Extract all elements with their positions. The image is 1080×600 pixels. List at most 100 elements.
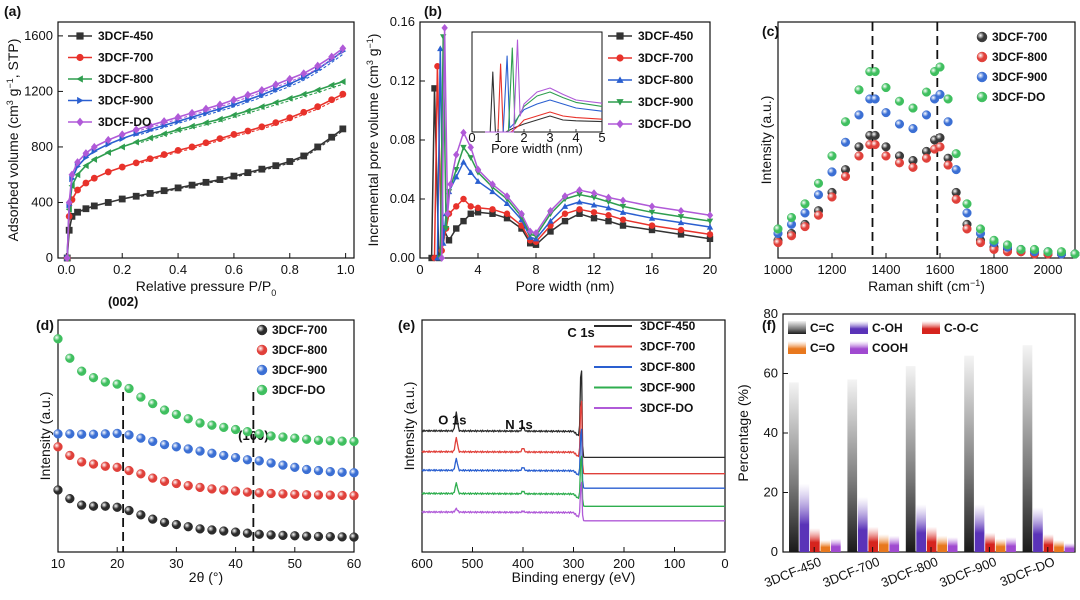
- panel-f-legend-swatch: [788, 321, 806, 334]
- panel-a-series-3dcf-do: [63, 44, 347, 263]
- panel-d-point: [325, 466, 335, 477]
- panel-a-point: [104, 168, 112, 176]
- panel-f-y-axis-label: Percentage (%): [735, 384, 751, 481]
- panel-c-point: [800, 208, 810, 218]
- panel-c-point: [1002, 240, 1013, 250]
- panel-b-point: [619, 203, 627, 210]
- panel-d-point: [290, 489, 300, 499]
- panel-a-x-tick-label: 0.4: [169, 262, 187, 277]
- panel-a-point: [216, 115, 223, 123]
- panel-f-bar-c=c: [905, 366, 916, 552]
- panel-d-point: [148, 473, 158, 483]
- panel-b-legend-label: 3DCF-800: [638, 73, 694, 87]
- panel-a-point: [118, 143, 125, 151]
- panel-a-point: [202, 104, 210, 113]
- panel-e-x-tick-label: 100: [664, 556, 686, 571]
- panel-d-point: [266, 431, 276, 441]
- panel-c-point: [894, 119, 905, 129]
- panel-c-legend-label: 3DCF-700: [992, 30, 1048, 44]
- panel-d-point: [313, 531, 324, 542]
- panel-a-point: [146, 121, 154, 130]
- panel-f-bar-c-o-c: [985, 532, 995, 552]
- panel-f-bar-cooh: [1064, 543, 1075, 552]
- panel-d-point: [242, 455, 253, 465]
- panel-b-point: [648, 202, 656, 211]
- panel-d-point: [159, 439, 170, 450]
- panel-b-point: [706, 211, 714, 220]
- panel-b-point: [706, 235, 714, 243]
- panel-a-y-tick-label: 1200: [24, 83, 53, 98]
- panel-d-point: [290, 531, 300, 541]
- panel-d-point: [207, 525, 217, 535]
- panel-d-series-3dcf-do: [53, 334, 359, 447]
- panel-b-point: [619, 209, 627, 215]
- panel-d-point: [349, 532, 359, 542]
- panel-d-point: [313, 465, 324, 476]
- panel-a-point: [328, 96, 336, 104]
- panel-f-legend-swatch: [850, 321, 868, 334]
- panel-b-inset-tick-label: 4: [572, 130, 579, 145]
- panel-d-legend-label: 3DCF-DO: [272, 383, 325, 397]
- panel-c-legend-label: 3DCF-900: [992, 70, 1048, 84]
- panel-d-legend-marker: [256, 384, 268, 396]
- panel-d-point: [266, 488, 276, 499]
- panel-a-point: [90, 202, 98, 210]
- panel-e-spectrum-3dcf-900: [421, 455, 725, 507]
- panel-c-point: [1070, 249, 1080, 259]
- panel-c-point: [881, 108, 891, 118]
- panel-a-point: [258, 103, 265, 111]
- panel-c-point: [870, 140, 880, 150]
- panel-b-legend-label: 3DCF-900: [638, 95, 694, 109]
- panel-a-point: [272, 99, 279, 106]
- panel-d-point: [301, 434, 312, 444]
- panel-c-point: [870, 130, 880, 140]
- panel-c-point: [921, 87, 932, 97]
- panel-c-point: [935, 133, 945, 143]
- panel-d-annotation: (100): [238, 428, 268, 443]
- panel-b-line: [439, 36, 711, 259]
- panel-f-legend-swatch: [922, 321, 940, 334]
- panel-b-point: [489, 180, 496, 189]
- panel-e-x-tick-label: 0: [721, 556, 728, 571]
- panel-b-legend-marker: [616, 99, 624, 106]
- panel-f-bar-c=c: [1022, 345, 1033, 552]
- panel-e-y-axis-label: Intensity (a.u.): [401, 382, 417, 471]
- panel-b-point: [648, 209, 656, 216]
- panel-b-inset: 0 1 2 3 4 5 Pore width (nm): [468, 31, 606, 156]
- panel-b-point: [590, 214, 598, 222]
- panel-e-legend-label: 3DCF-700: [640, 340, 696, 354]
- panel-f-bar-c=c: [789, 382, 799, 552]
- panel-d-point: [53, 334, 63, 344]
- panel-a-point: [314, 143, 322, 151]
- panel-c-legend-marker: [976, 91, 988, 103]
- panel-d-point: [100, 429, 111, 439]
- panel-d-point: [254, 488, 264, 498]
- panel-a-point: [258, 123, 266, 131]
- panel-label: (b): [424, 3, 442, 19]
- panel-c-point: [951, 149, 961, 159]
- panel-b-point: [605, 212, 612, 219]
- panel-e-peak-label: O 1s: [438, 412, 466, 427]
- panel-a-legend-marker: [76, 32, 84, 40]
- panel-d-point: [112, 428, 122, 439]
- panel-d-legend-label: 3DCF-900: [272, 363, 328, 377]
- panel-f-bar-cooh: [1006, 537, 1016, 552]
- panel-b-point: [576, 186, 583, 194]
- panel-b-inset-frame: [471, 31, 603, 133]
- panel-c-x-tick-label: 1200: [818, 262, 847, 277]
- panel-c-point: [935, 142, 945, 152]
- panel-f-y-tick-label: 40: [764, 425, 778, 440]
- panel-b-point: [503, 192, 511, 200]
- panel-c-point: [827, 167, 837, 177]
- panel-a-point: [286, 94, 293, 102]
- panel-b-point: [467, 203, 474, 210]
- panel-e-spectrum-3dcf-800: [421, 428, 725, 489]
- panel-a-point: [244, 90, 252, 99]
- panel-a-point: [216, 176, 224, 183]
- panel-a-point: [230, 95, 238, 104]
- panel-f-bar-c=o: [1054, 540, 1064, 552]
- panel-f-bar-c-o-c: [926, 526, 937, 552]
- panel-d-point: [65, 450, 75, 461]
- panel-b-series-3dcf-do: [438, 24, 714, 262]
- panel-d-point: [159, 517, 170, 528]
